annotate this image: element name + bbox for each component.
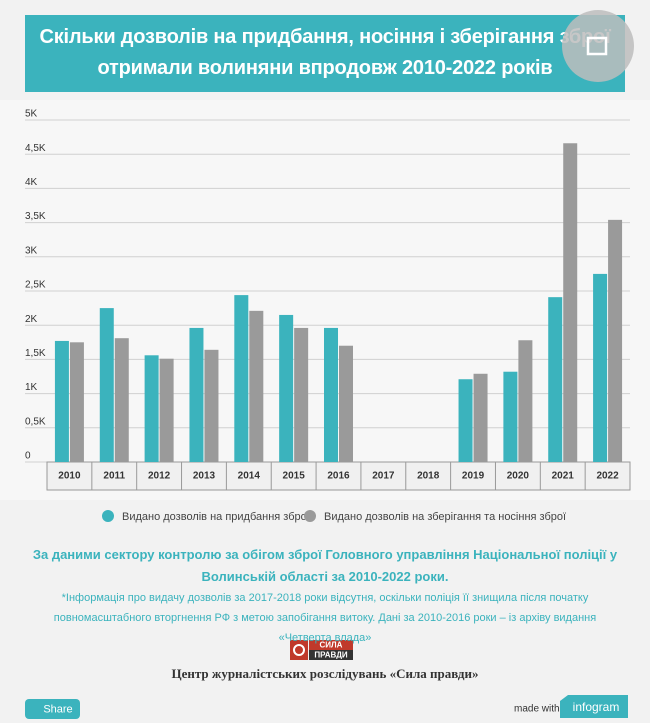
bar <box>608 219 623 462</box>
bar <box>279 314 294 462</box>
bar <box>548 297 563 462</box>
bar <box>54 340 69 462</box>
share-button[interactable] <box>25 699 80 719</box>
bar <box>249 310 264 462</box>
source: За даними сектору контролю за обігом збр… <box>32 547 618 584</box>
bar <box>204 349 219 462</box>
y-tick-label: 0,5K <box>25 416 46 427</box>
share-icon-glyph <box>586 36 608 56</box>
legend-marker <box>304 510 316 522</box>
bar <box>563 143 578 463</box>
y-tick-label: 3,5K <box>25 211 46 222</box>
share-button-label[interactable]: Share <box>43 703 72 715</box>
bar <box>189 327 204 462</box>
y-tick-label: 4,5K <box>25 143 46 154</box>
bar <box>339 345 353 462</box>
y-tick-label: 2,5K <box>25 280 46 291</box>
bar <box>234 295 249 462</box>
x-tick-label: 2012 <box>148 471 171 482</box>
brand: infogram <box>573 700 620 714</box>
bar <box>294 327 309 462</box>
y-tick-label: 1K <box>25 382 38 393</box>
x-tick-label: 2018 <box>417 471 440 482</box>
logo-glyph <box>293 644 305 656</box>
bar <box>593 273 608 462</box>
bar <box>159 358 174 462</box>
logo-text: ПРАВДИ <box>314 651 348 660</box>
x-tick-label: 2013 <box>193 471 216 482</box>
bar <box>503 371 518 462</box>
x-tick-label: 2014 <box>238 471 261 482</box>
legend-label: Видано дозволів на зберігання та носіння… <box>324 511 566 523</box>
bar <box>458 379 473 462</box>
x-tick-label: 2021 <box>552 471 575 482</box>
y-tick-label: 0 <box>25 451 31 462</box>
x-tick-label: 2016 <box>327 471 350 482</box>
logo-text: СИЛА <box>320 641 343 650</box>
x-axis-band <box>46 461 631 491</box>
y-tick-label: 5K <box>25 109 38 120</box>
share-icon[interactable] <box>562 10 634 82</box>
y-tick-label: 2K <box>25 314 38 325</box>
x-tick-label: 2019 <box>462 471 485 482</box>
x-tick-label: 2015 <box>283 471 306 482</box>
bar <box>69 342 84 462</box>
legend-label: Видано дозволів на придбання зброї <box>122 511 310 523</box>
bar <box>99 308 114 462</box>
bar <box>518 340 533 462</box>
x-tick-label: 2011 <box>103 471 125 482</box>
logo-box <box>309 640 353 650</box>
organization: Центр журналістських розслідувань «Сила … <box>171 666 479 681</box>
bar <box>114 338 129 462</box>
footnote: *Інформація про видачу дозволів за 2017-… <box>53 592 597 644</box>
chart-title: Скільки дозволів на придбання, носіння і… <box>25 15 625 92</box>
made-with: made with <box>514 704 560 715</box>
bar <box>144 355 159 462</box>
x-tick-label: 2022 <box>596 471 619 482</box>
legend-marker <box>102 510 114 522</box>
brand-badge <box>560 695 628 718</box>
y-tick-label: 4K <box>25 177 38 188</box>
x-tick-label: 2010 <box>58 471 81 482</box>
bar <box>473 373 488 462</box>
x-tick-label: 2020 <box>507 471 530 482</box>
bar <box>324 327 338 462</box>
logo-mark <box>290 640 308 660</box>
y-tick-label: 3K <box>25 245 38 256</box>
y-tick-label: 1,5K <box>25 348 46 359</box>
x-tick-label: 2017 <box>372 471 395 482</box>
logo-box <box>309 650 353 660</box>
